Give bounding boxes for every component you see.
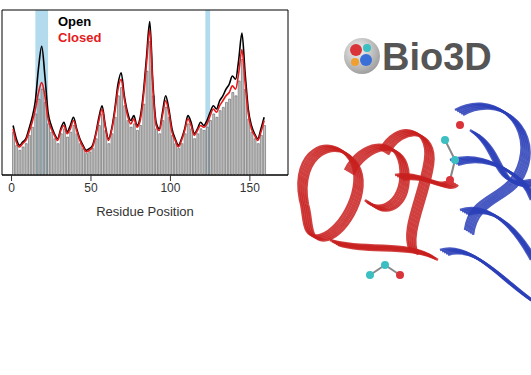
html-text:Open: Open	[58, 14, 92, 29]
svg-text:Residue Position: Residue Position	[96, 204, 194, 219]
svg-text:50: 50	[84, 181, 98, 195]
svg-text:0: 0	[8, 181, 15, 195]
svg-text:100: 100	[160, 181, 180, 195]
svg-text:150: 150	[240, 181, 260, 195]
html-text:Closed: Closed	[58, 30, 102, 45]
svg-text:Bio3D: Bio3D	[382, 36, 492, 78]
